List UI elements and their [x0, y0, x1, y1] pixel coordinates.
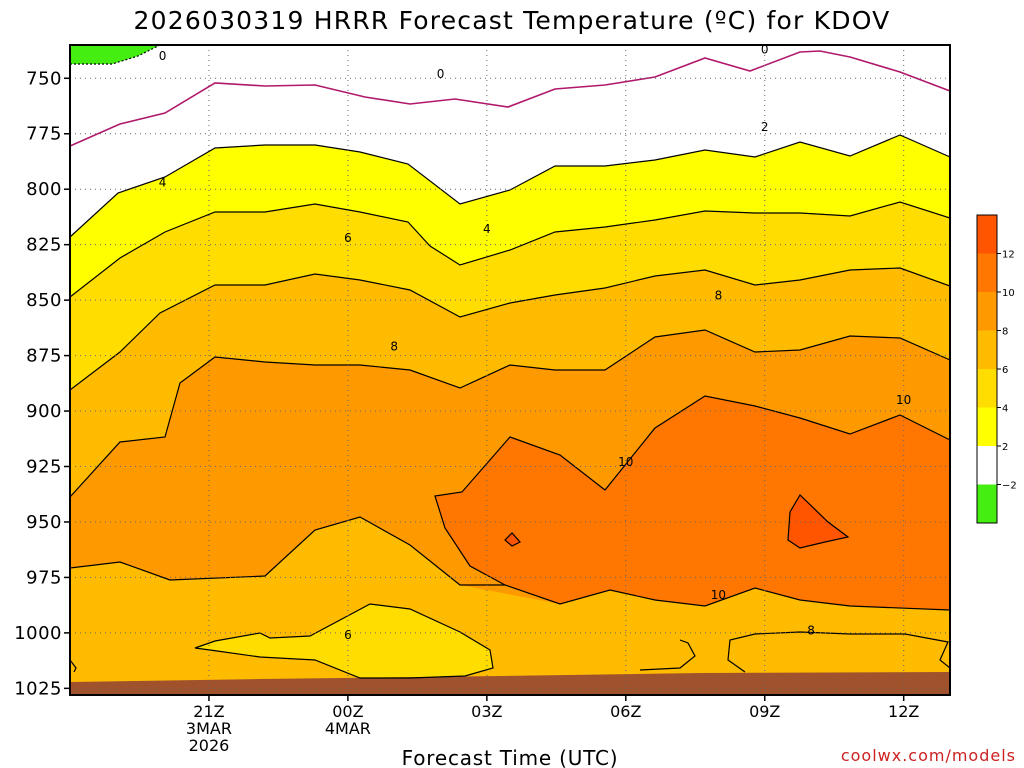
contour-8-low-mid [639, 639, 696, 671]
colorbar-label: 10 [1002, 288, 1015, 299]
colorbar-segment [977, 407, 997, 446]
colorbar-label: 2 [1002, 442, 1008, 453]
y-tick-label: 900 [26, 401, 62, 422]
colorbar-label: 6 [1002, 365, 1008, 376]
contour-6-low [194, 603, 494, 679]
contour-10 [434, 395, 950, 611]
band-below-minus2 [70, 45, 160, 64]
plot-frame [69, 44, 951, 696]
y-tick-label: 800 [26, 179, 62, 200]
plot-area: 0 0 0 2 4 4 6 6 8 8 8 10 10 10 [69, 42, 951, 696]
y-axis: 750 775 800 825 850 875 900 925 950 975 1000 1025 [14, 68, 70, 699]
contour-6 [70, 267, 950, 391]
filled-contours [70, 45, 950, 695]
colorbar-segment [977, 330, 997, 369]
x-tick-label: 03Z [471, 702, 502, 721]
band-10-to-12 [435, 396, 950, 610]
y-tick-label: 850 [26, 290, 62, 311]
contour-label: 0 [437, 67, 445, 81]
contour-minus2 [70, 45, 161, 65]
colorbar-label: 12 [1002, 250, 1015, 261]
contour-labels: 0 0 0 2 4 4 6 6 8 8 8 10 10 10 [159, 42, 912, 642]
grid-lines [70, 45, 950, 695]
ground [70, 672, 950, 695]
contour-12-b [504, 532, 521, 547]
contour-8-low [70, 516, 505, 586]
contour-4 [70, 201, 950, 298]
contour-label: 10 [618, 455, 633, 469]
x-tick-label: 06Z [610, 702, 641, 721]
contour-label: 8 [715, 289, 723, 303]
y-tick-label: 750 [26, 68, 62, 89]
contour-label: 6 [344, 231, 352, 245]
contour-label: 10 [896, 393, 911, 407]
y-tick-label: 950 [26, 512, 62, 533]
y-tick-label: 1000 [14, 623, 62, 644]
y-tick-label: 875 [26, 346, 62, 367]
y-tick-label: 925 [26, 457, 62, 478]
colorbar: 12 10 8 6 4 2 −2 [976, 214, 1017, 524]
x-tick-label: 4MAR [325, 719, 371, 738]
y-tick-label: 825 [26, 235, 62, 256]
contour-label: 0 [761, 42, 769, 56]
contour-label: 4 [159, 176, 167, 190]
contour-label: 8 [807, 624, 815, 638]
contour-8 [70, 329, 950, 498]
y-tick-label: 975 [26, 567, 62, 588]
x-tick-label: 2026 [189, 736, 230, 755]
colorbar-label: 4 [1002, 404, 1008, 415]
chart-title: 2026030319 HRRR Forecast Temperature (ºC… [134, 6, 891, 35]
x-tick-label: 21Z [193, 702, 224, 721]
contour-12-a [787, 494, 850, 549]
contour-label: 6 [344, 628, 352, 642]
contour-0 [70, 50, 950, 147]
x-tick-label: 12Z [888, 702, 919, 721]
contour-label: 4 [483, 222, 491, 236]
credit-text: coolwx.com/models [841, 746, 1016, 765]
contour-lines [70, 45, 950, 679]
colorbar-segment [977, 484, 997, 523]
x-axis-label: Forecast Time (UTC) [402, 746, 619, 768]
x-tick-label: 09Z [749, 702, 780, 721]
band-above-12-a [788, 495, 848, 548]
colorbar-label: −2 [1002, 481, 1017, 492]
colorbar-label: 8 [1002, 327, 1008, 338]
x-tick-label: 00Z [332, 702, 363, 721]
contour-label: 0 [159, 49, 167, 63]
y-tick-label: 1025 [14, 678, 62, 699]
contour-label: 8 [390, 340, 398, 354]
contour-8-low-left [70, 659, 77, 673]
colorbar-segment [977, 253, 997, 292]
colorbar-segment [977, 215, 997, 254]
contour-label: 10 [711, 588, 726, 602]
colorbar-segment [977, 292, 997, 331]
contour-label: 2 [761, 120, 769, 134]
contour-2 [70, 134, 950, 238]
y-tick-label: 775 [26, 124, 62, 145]
colorbar-segment [977, 369, 997, 408]
colorbar-segment [977, 446, 997, 485]
x-tick-label: 3MAR [186, 719, 232, 738]
band-4-to-6-low [195, 604, 493, 678]
band-minus2-to-2 [70, 45, 950, 237]
